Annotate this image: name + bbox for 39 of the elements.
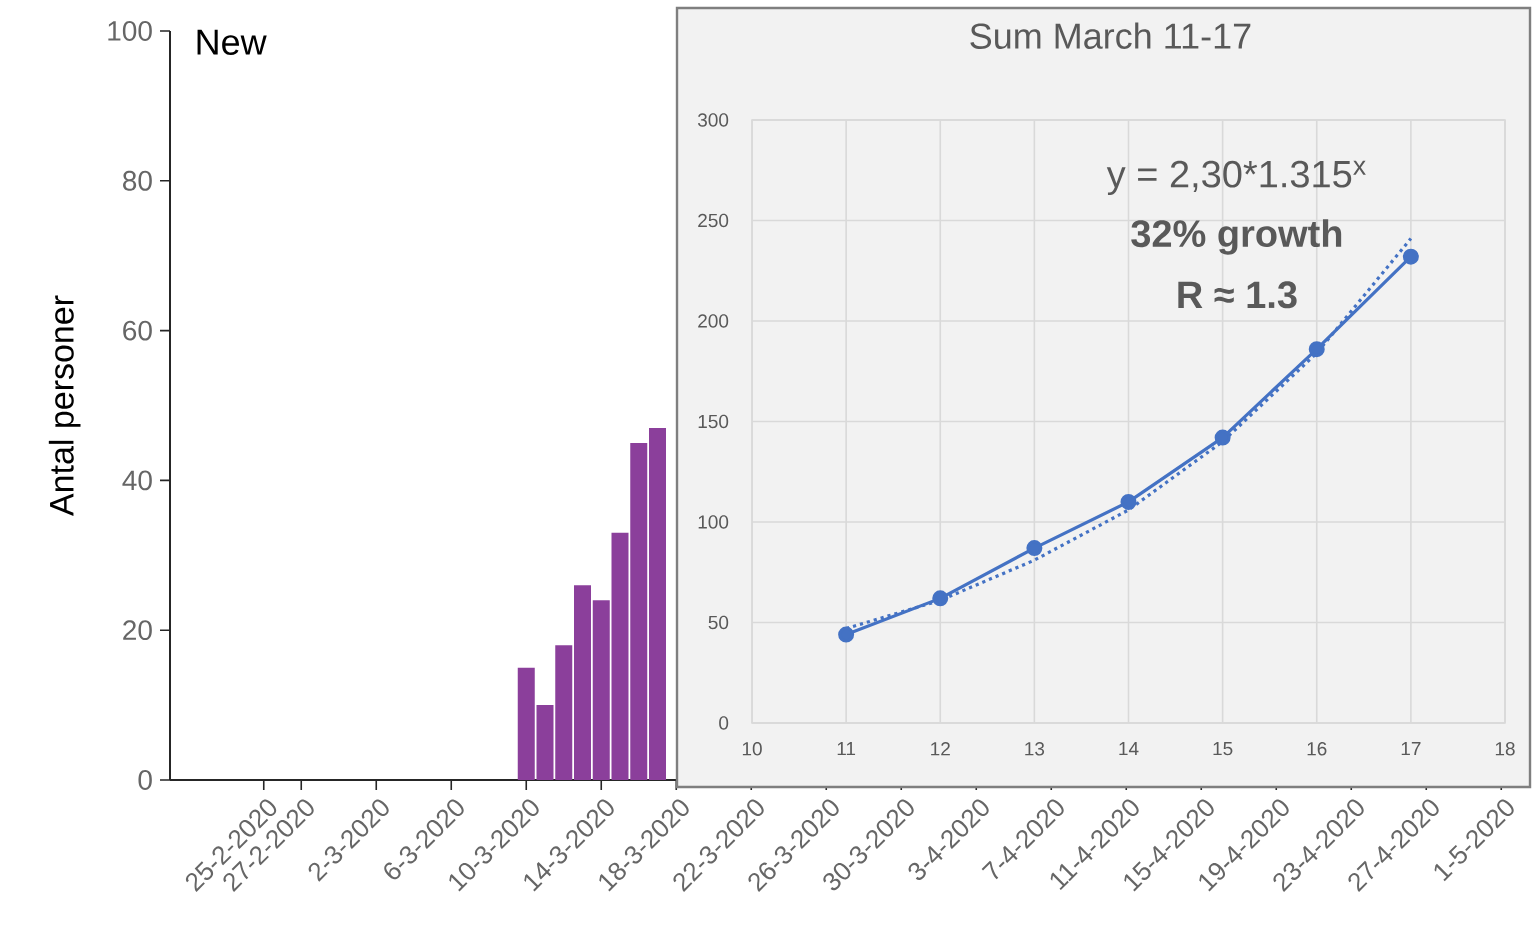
chart-title: Sum March 11-17 [970, 22, 1251, 49]
x-tick-label: 16 [1307, 742, 1327, 756]
chart-title: New [197, 29, 267, 55]
x-tick-label: 18 [1495, 742, 1515, 756]
point [1214, 429, 1231, 446]
x-tick-label: 12 [931, 742, 950, 756]
point [1026, 540, 1043, 557]
point [1120, 493, 1137, 510]
bar [517, 667, 535, 780]
point [1308, 341, 1325, 358]
y-tick-label: 250 [698, 213, 729, 228]
point [1402, 248, 1419, 265]
annotation: R ≈ 1.3 [1178, 281, 1297, 309]
x-tick-label: 17 [1401, 742, 1421, 756]
annotation: 32% growth [1131, 219, 1342, 255]
y-tick-label: 0 [719, 716, 729, 730]
y-tick-label: 20 [123, 620, 152, 641]
y-tick-label: 40 [122, 470, 152, 491]
x-tick-label: 10 [742, 742, 762, 756]
x-tick-label: 15 [1213, 742, 1233, 756]
y-tick-label: 60 [123, 320, 152, 341]
point [932, 590, 949, 607]
bar [574, 585, 591, 780]
point [838, 626, 855, 643]
y-tick-label: 100 [108, 21, 152, 41]
x-tick-label: 13 [1025, 742, 1045, 756]
y-tick-label: 150 [698, 414, 729, 429]
y-tick-label: 80 [123, 170, 152, 191]
y-axis-title: Antal personer [48, 295, 81, 516]
annotation: y = 2,30*1.315$^{x}$ [1106, 160, 1366, 196]
y-tick-label: 100 [698, 515, 729, 529]
bar [592, 600, 610, 780]
y-tick-label: 200 [698, 314, 729, 328]
x-tick-label: 14 [1119, 742, 1139, 756]
y-tick-label: 300 [697, 113, 729, 127]
y-tick-label: 0 [138, 770, 152, 790]
bar [649, 427, 666, 780]
x-tick-label: 11 [837, 742, 856, 756]
y-tick-label: 50 [708, 615, 729, 630]
